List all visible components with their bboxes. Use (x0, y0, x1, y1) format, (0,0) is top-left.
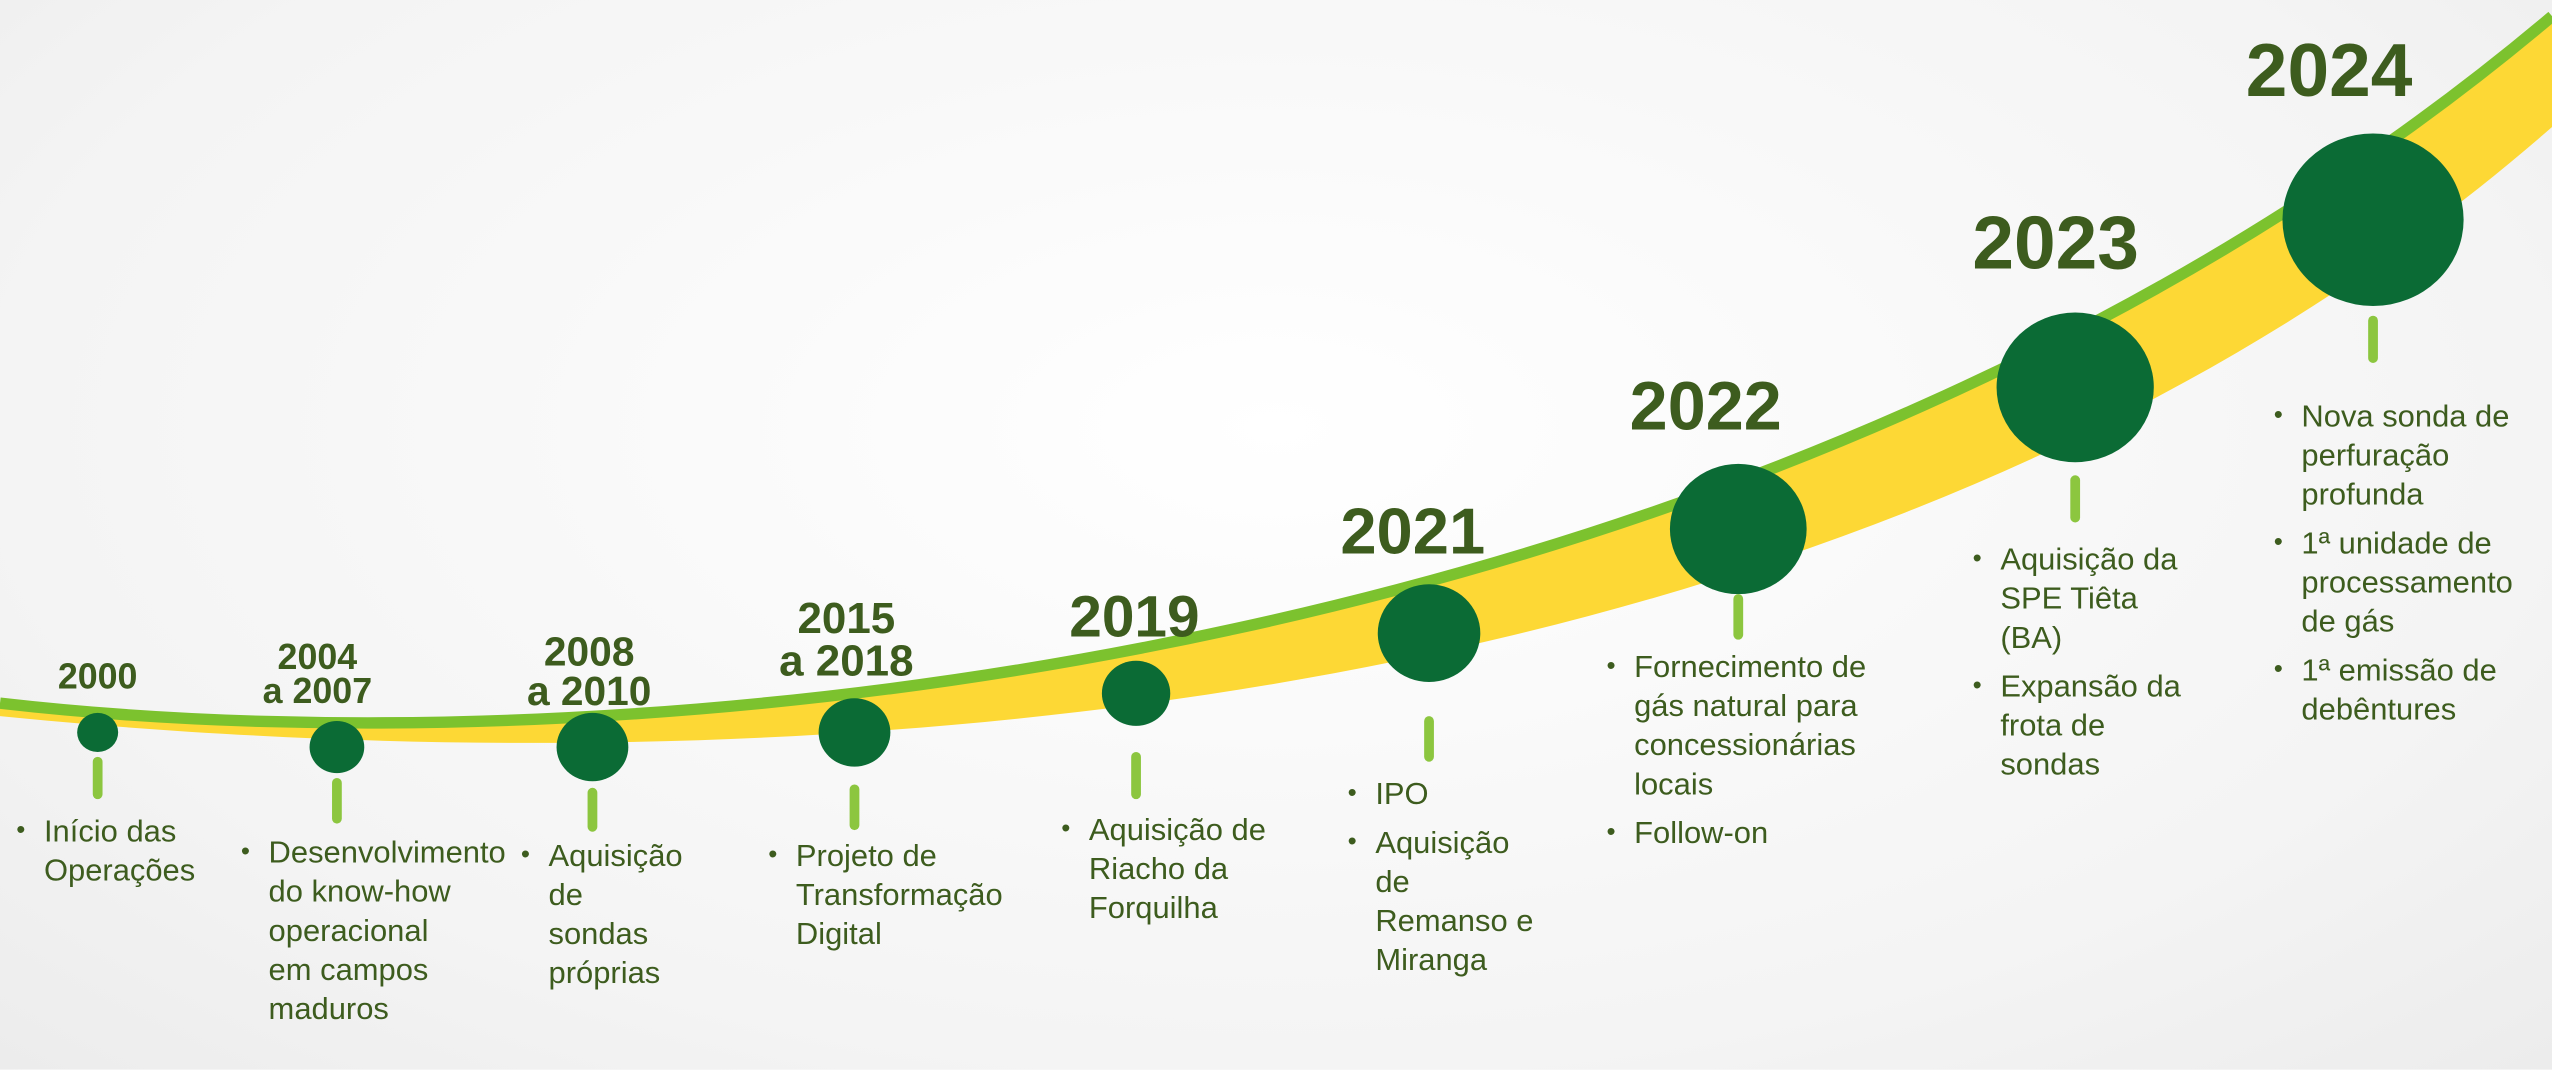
year-line: 2021 (1340, 496, 1486, 569)
bullet-item: Desenvolvimento do know-how operacional … (241, 833, 506, 1030)
year-line: 2004 (277, 636, 358, 678)
milestone-year: 2019 (1069, 582, 1200, 650)
year-line: 2019 (1069, 582, 1200, 650)
milestone-bullets: Fornecimento de gás natural para concess… (1606, 648, 1866, 864)
milestone-bullets: Aquisição de Riacho da Forquilha (1061, 811, 1281, 939)
bullet-item: Projeto de Transformação Digital (768, 837, 1012, 955)
year-line: a 2007 (262, 670, 373, 712)
year-line: 2022 (1629, 367, 1782, 445)
milestone-year: 2004 a 2007 (262, 636, 373, 712)
bullet-item: 1ª emissão de debêntures (2274, 651, 2526, 731)
milestone-year: 2023 (1972, 200, 2139, 285)
milestone-dot (1669, 463, 1807, 595)
year-line: 2008 (543, 629, 635, 676)
milestone-dot (309, 721, 365, 774)
year-line: 2015 (797, 594, 896, 643)
bullet-item: Fornecimento de gás natural para concess… (1606, 648, 1866, 805)
bullet-item: IPO (1348, 775, 1543, 815)
milestone-year: 2015 a 2018 (779, 594, 914, 685)
year-line: 2024 (2245, 27, 2413, 113)
bullet-item: Início das Operações (16, 812, 203, 892)
year-line: a 2018 (779, 635, 914, 685)
year-line: 2000 (57, 655, 138, 697)
milestone-bullets: IPO Aquisição de Remanso e Miranga (1348, 775, 1543, 991)
milestone-year: 2021 (1340, 496, 1486, 569)
milestone-bullets: Desenvolvimento do know-how operacional … (241, 833, 506, 1040)
milestone-dot (818, 698, 891, 767)
milestone-dot (77, 712, 119, 752)
milestone-bullets: Nova sonda de perfuração profunda1ª unid… (2274, 397, 2526, 741)
bullet-item: Aquisição de Remanso e Miranga (1348, 824, 1543, 981)
milestone-bullets: Projeto de Transformação Digital (768, 837, 1012, 965)
milestone-dot (2282, 133, 2464, 306)
milestone-year: 2022 (1629, 367, 1782, 445)
bullet-item: Aquisição de sondas próprias (521, 837, 684, 994)
milestone-year: 2000 (57, 655, 138, 697)
bullet-item: Expansão da frota de sondas (1973, 667, 2201, 786)
year-line: 2023 (1972, 200, 2139, 285)
milestone-year: 2024 (2245, 27, 2413, 113)
milestone-bullets: Início das Operações (16, 812, 203, 902)
milestone-bullets: Aquisição da SPE Tiêta (BA)Expansão da f… (1973, 540, 2201, 796)
bullet-item: Follow-on (1606, 814, 1866, 854)
milestone-bullets: Aquisição de sondas próprias (521, 837, 684, 1004)
year-line: a 2010 (526, 668, 652, 715)
milestone-dot (1101, 660, 1171, 726)
bullet-item: Aquisição de Riacho da Forquilha (1061, 811, 1281, 929)
bullet-item: Nova sonda de perfuração profunda (2274, 397, 2526, 516)
milestone-year: 2008 a 2010 (526, 629, 652, 715)
milestone-dot (556, 712, 629, 782)
milestone-dot (1996, 312, 2154, 463)
bullet-item: 1ª unidade de processamento de gás (2274, 524, 2526, 643)
milestone-dot (1377, 584, 1481, 682)
bullet-item: Aquisição da SPE Tiêta (BA) (1973, 540, 2201, 659)
